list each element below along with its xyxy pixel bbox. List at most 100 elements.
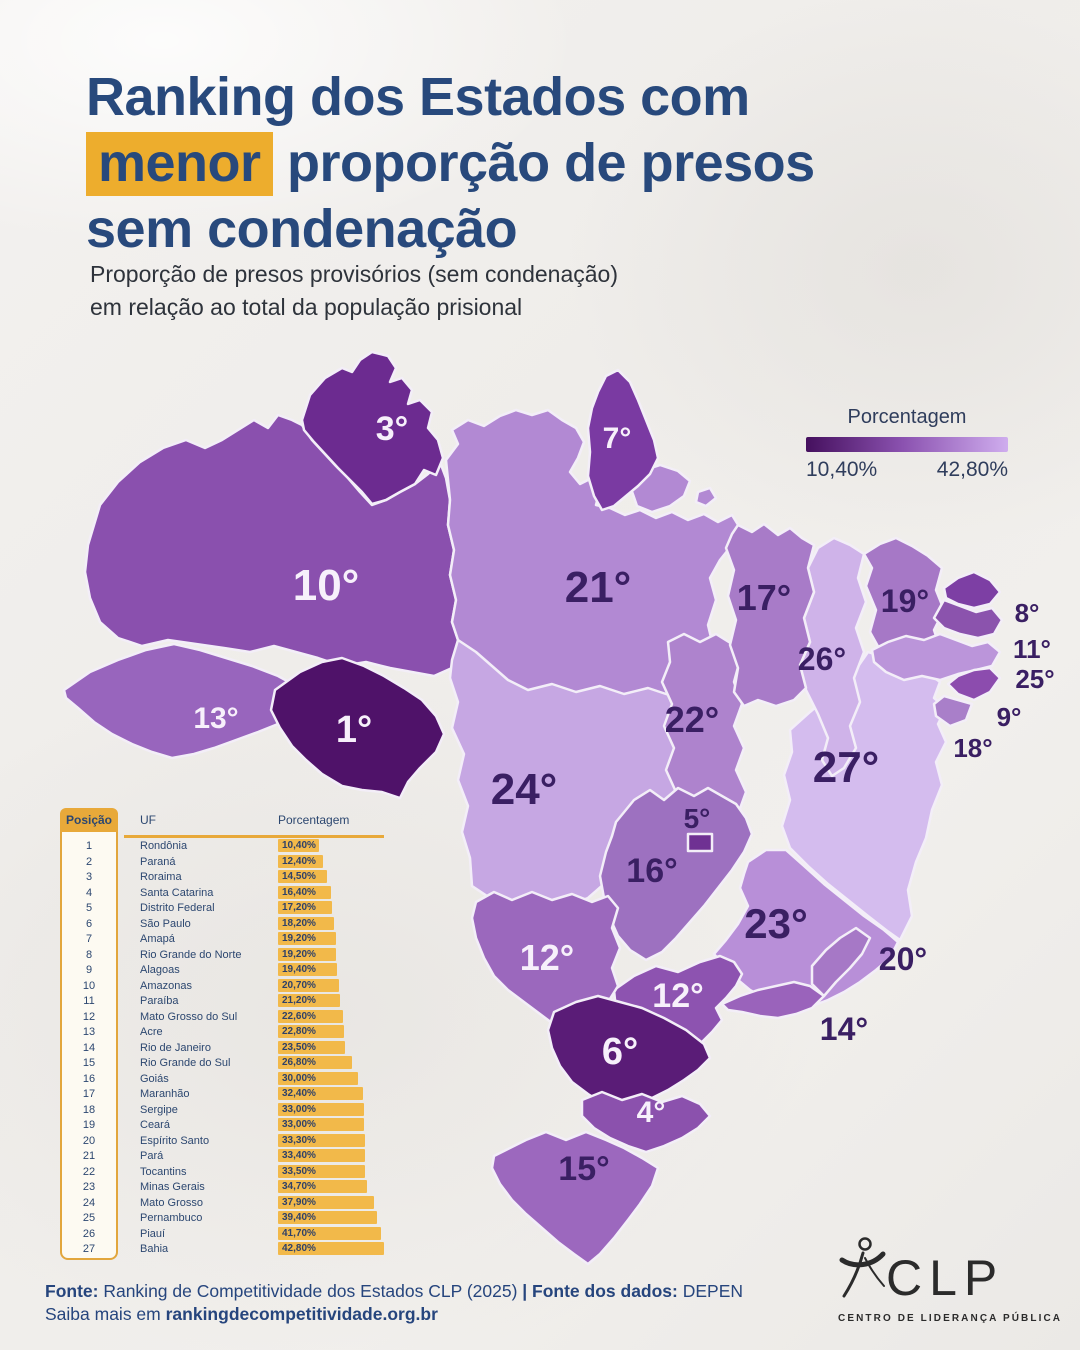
state-rank-label-maranhao: 17°	[737, 577, 791, 618]
state-rank-label-rondonia: 1°	[336, 709, 372, 751]
row-percentage-bar: 12,40%	[278, 854, 323, 868]
row-percentage-bar: 22,60%	[278, 1009, 344, 1023]
row-percentage-value: 33,50%	[282, 1165, 316, 1177]
row-percentage-value: 21,20%	[282, 995, 316, 1006]
row-position: 24	[82, 1196, 96, 1209]
row-uf: Sergipe	[140, 1103, 178, 1116]
title-line2-rest: proporção de presos	[272, 133, 815, 193]
row-position: 10	[82, 979, 96, 992]
row-uf: Santa Catarina	[140, 886, 214, 899]
table-row: 21 Pará 33,40%	[60, 1149, 400, 1164]
title-highlight: menor	[86, 132, 273, 196]
state-islet	[694, 486, 718, 508]
row-percentage-value: 16,40%	[282, 886, 316, 898]
row-uf: Pernambuco	[140, 1212, 203, 1224]
row-percentage-value: 22,60%	[282, 1010, 316, 1022]
row-position: 20	[82, 1134, 96, 1147]
state-rank-label-acre: 13°	[193, 702, 238, 735]
title-line3: sem condenação	[86, 199, 518, 259]
table-row: 27 Bahia 42,80%	[60, 1242, 400, 1257]
row-percentage-value: 23,50%	[282, 1041, 316, 1053]
state-rank-label-mato-grosso-do-sul: 12°	[520, 937, 574, 978]
row-position: 1	[85, 840, 93, 852]
row-percentage-value: 33,00%	[282, 1103, 316, 1115]
state-rank-label-mato-grosso: 24°	[491, 765, 558, 814]
page-title: Ranking dos Estados com menor proporção …	[86, 64, 815, 262]
table-row: 22 Tocantins 33,50%	[60, 1164, 400, 1180]
row-percentage-bar: 41,70%	[278, 1226, 382, 1240]
footer-link-line: Saiba mais em rankingdecompetitividade.o…	[45, 1303, 743, 1326]
row-position: 7	[85, 933, 93, 945]
row-percentage-value: 19,20%	[282, 948, 316, 960]
state-minas-gerais	[712, 848, 900, 1012]
state-distrito-federal	[686, 832, 714, 853]
row-uf: Paraíba	[140, 995, 179, 1007]
state-rio-de-janeiro	[720, 980, 826, 1020]
row-percentage-bar: 20,70%	[278, 978, 340, 992]
table-row: 15 Rio Grande do Sul 26,80%	[60, 1056, 400, 1071]
subtitle-line1: Proporção de presos provisórios (sem con…	[90, 261, 618, 287]
table-row: 4 Santa Catarina 16,40%	[60, 885, 400, 901]
state-rank-label-para: 21°	[565, 563, 632, 612]
row-uf: Paraná	[140, 855, 176, 868]
row-percentage-value: 19,40%	[282, 964, 316, 975]
clp-logo: CLP CENTRO DE LIDERANÇA PÚBLICA	[838, 1236, 1060, 1324]
state-rank-label-roraima: 3°	[376, 410, 409, 448]
state-rank-label-rio-grande-do-norte: 8°	[1015, 598, 1040, 628]
footer-part-text: Saiba mais em	[45, 1304, 166, 1324]
row-position: 15	[82, 1057, 96, 1069]
legend-labels: 10,40% 42,80%	[806, 458, 1008, 482]
table-row: 26 Piauí 41,70%	[60, 1226, 400, 1242]
legend-gradient-bar	[806, 437, 1008, 452]
row-percentage-value: 22,80%	[282, 1026, 316, 1037]
row-percentage-value: 33,00%	[282, 1119, 316, 1130]
footer-part-text: DEPEN	[677, 1281, 744, 1301]
state-rank-label-bahia: 27°	[813, 743, 880, 792]
page-subtitle: Proporção de presos provisórios (sem con…	[90, 258, 618, 324]
row-percentage-value: 41,70%	[282, 1227, 316, 1239]
row-uf: Amapá	[140, 933, 175, 945]
footer-part-bold: rankingdecompetitividade.org.br	[165, 1304, 438, 1324]
row-percentage-bar: 19,20%	[278, 947, 337, 961]
table-row: 20 Espírito Santo 33,30%	[60, 1133, 400, 1149]
state-rank-label-parana: 6°	[602, 1031, 638, 1073]
table-row: 16 Goiás 30,00%	[60, 1071, 400, 1087]
footer-source-line: Fonte: Ranking de Competitividade dos Es…	[45, 1280, 743, 1303]
table-row: 13 Acre 22,80%	[60, 1025, 400, 1040]
table-row: 5 Distrito Federal 17,20%	[60, 901, 400, 916]
row-percentage-value: 17,20%	[282, 902, 316, 913]
row-percentage-bar: 19,40%	[278, 963, 337, 976]
row-percentage-value: 18,20%	[282, 917, 316, 929]
state-rank-label-distrito-federal: 5°	[684, 803, 711, 834]
row-position: 2	[85, 855, 93, 868]
state-rank-label-amapa: 7°	[603, 422, 632, 455]
row-position: 18	[82, 1103, 96, 1116]
row-percentage-value: 12,40%	[282, 855, 316, 867]
legend-max-label: 42,80%	[936, 458, 1008, 481]
state-rank-label-sao-paulo: 12°	[652, 977, 703, 1015]
row-uf: Bahia	[140, 1243, 169, 1255]
row-percentage-bar: 39,40%	[278, 1211, 377, 1224]
state-rank-label-minas-gerais: 23°	[744, 900, 808, 947]
table-row: 18 Sergipe 33,00%	[60, 1102, 400, 1118]
row-percentage-value: 32,40%	[282, 1088, 316, 1099]
table-row: 25 Pernambuco 39,40%	[60, 1211, 400, 1226]
state-rank-label-piaui: 26°	[798, 641, 846, 677]
row-position: 4	[85, 886, 93, 899]
row-position: 19	[82, 1119, 96, 1131]
state-rank-label-tocantins: 22°	[665, 699, 719, 740]
state-maranhao	[724, 522, 816, 708]
row-percentage-bar: 16,40%	[278, 885, 331, 899]
row-percentage-bar: 37,90%	[278, 1195, 374, 1209]
row-uf: Goiás	[140, 1072, 169, 1085]
row-uf: Rio Grande do Norte	[140, 948, 242, 961]
ranking-table: Posição UF Porcentagem 1 Rondônia 10,40% 2 P…	[60, 808, 400, 1268]
row-position: 22	[82, 1165, 96, 1178]
state-rio-grande-do-norte	[942, 570, 1002, 610]
state-rank-label-ceara: 19°	[881, 583, 929, 619]
percentage-column-header: Porcentagem	[278, 813, 350, 827]
row-percentage-bar: 26,80%	[278, 1056, 352, 1069]
table-row: 1 Rondônia 10,40%	[60, 839, 400, 854]
state-pernambuco	[870, 632, 1002, 682]
